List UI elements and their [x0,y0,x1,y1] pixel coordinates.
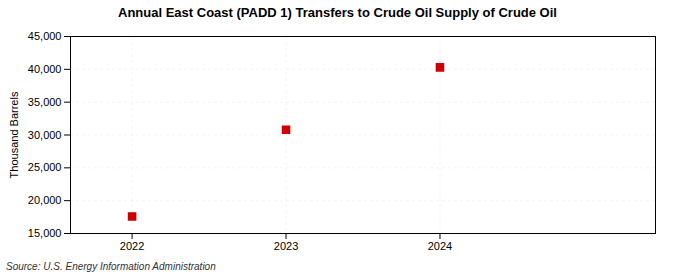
html-text:Annual East Coast (PADD 1) Tra: Annual East Coast (PADD 1) Transfers to … [118,5,557,20]
svg-text:2022: 2022 [120,240,144,252]
svg-text:30,000: 30,000 [28,129,62,141]
svg-text:40,000: 40,000 [28,63,62,75]
svg-text:35,000: 35,000 [28,96,62,108]
svg-text:15,000: 15,000 [28,227,62,239]
svg-text:45,000: 45,000 [28,30,62,42]
html-text:Source: U.S. Energy Informatio: Source: U.S. Energy Information Administ… [6,261,216,272]
svg-text:Thousand Barrels: Thousand Barrels [8,91,20,178]
svg-text:2023: 2023 [274,240,298,252]
svg-text:20,000: 20,000 [28,194,62,206]
svg-text:2024: 2024 [428,240,452,252]
svg-text:25,000: 25,000 [28,161,62,173]
